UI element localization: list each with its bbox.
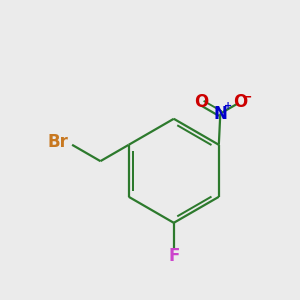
Text: +: + xyxy=(224,101,232,111)
Text: −: − xyxy=(242,90,253,103)
Text: Br: Br xyxy=(47,134,68,152)
Text: O: O xyxy=(194,93,208,111)
Text: O: O xyxy=(233,93,247,111)
Text: N: N xyxy=(213,105,227,123)
Text: F: F xyxy=(168,247,179,265)
